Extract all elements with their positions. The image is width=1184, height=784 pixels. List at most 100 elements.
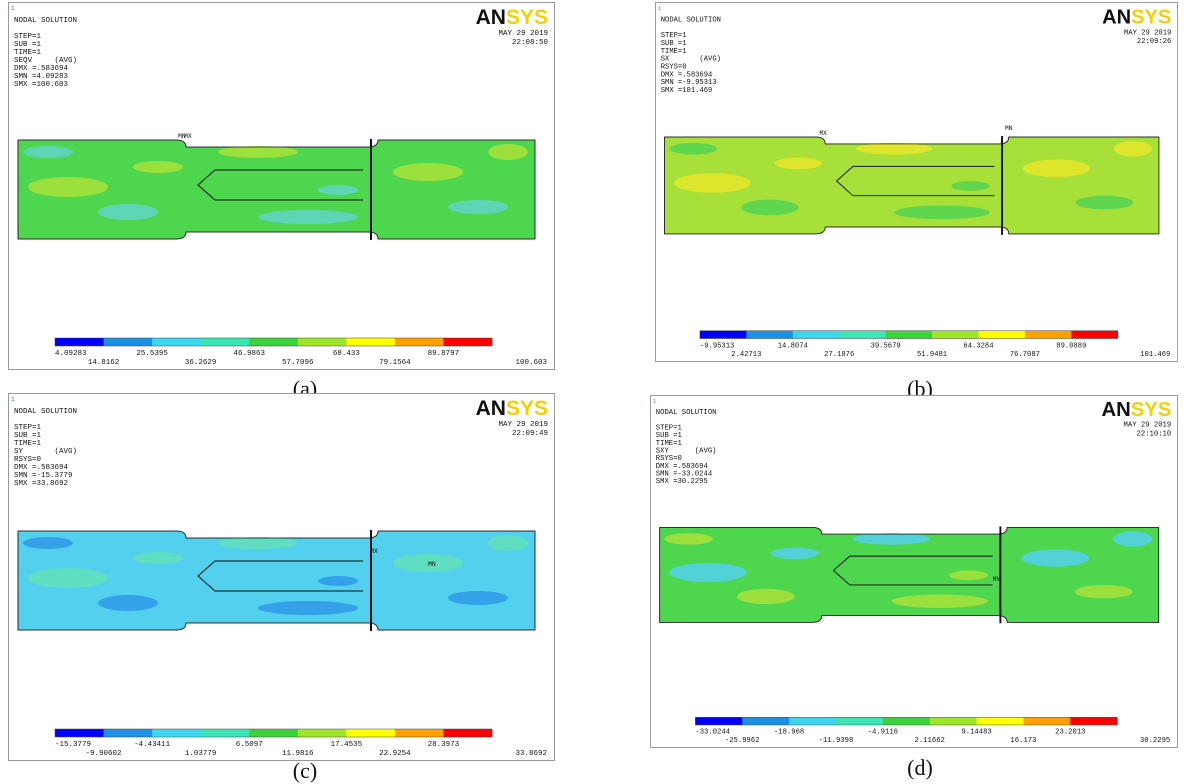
contour-patch [258, 210, 358, 224]
caption: (c) [293, 758, 317, 783]
contour-patch [258, 601, 358, 615]
contour-patch [133, 161, 183, 173]
legend-label: 6.5097 [236, 741, 263, 749]
legend-label: -25.9962 [725, 737, 760, 745]
legend-label: 39.5679 [871, 342, 901, 350]
legend-label: 4.09283 [55, 350, 87, 358]
notch [197, 560, 363, 592]
legend-label: 79.1564 [379, 359, 411, 367]
legend-label: 9.14483 [961, 729, 991, 737]
legend-label: 30.2295 [1140, 737, 1170, 745]
header-line: NODAL SOLUTION [14, 408, 77, 416]
legend-frame [54, 728, 493, 738]
legend-label: 25.5395 [136, 350, 168, 358]
legend-band [789, 717, 837, 725]
ansys-logo: ANSYS [1102, 6, 1171, 28]
legend-label: -9.95313 [700, 342, 734, 350]
logo-part: SYS [1131, 6, 1171, 28]
header-line: RSYS=0 [14, 456, 42, 464]
legend-band [394, 729, 444, 737]
logo-part: AN [476, 6, 506, 29]
contour-patch [318, 576, 358, 586]
legend-label: -33.0244 [695, 729, 730, 737]
contour-patch [774, 157, 823, 170]
legend-band [249, 338, 299, 346]
header-line: SXY (AVG) [656, 448, 717, 456]
legend-band [1024, 330, 1072, 339]
corner-number: 1 [653, 398, 657, 405]
contour-patch [393, 163, 463, 181]
contour-patch [318, 185, 358, 195]
legend-band [1070, 717, 1118, 725]
legend-label: 22.9254 [379, 750, 411, 758]
logo-part: SYS [1131, 399, 1172, 421]
legend-band [103, 729, 153, 737]
notch [832, 555, 993, 586]
contour-patch [98, 595, 158, 611]
legend-band [835, 717, 884, 725]
legend-band [103, 338, 153, 346]
extreme-marker: MX [370, 548, 378, 555]
legend-label: 11.9816 [282, 750, 314, 758]
contour-patch [393, 554, 463, 572]
contour-patch [98, 204, 158, 220]
contour-patch [1074, 584, 1133, 599]
header-line: SY (AVG) [14, 448, 77, 456]
legend-frame [54, 337, 493, 347]
contour-patch [23, 146, 73, 158]
contour-patch [1075, 195, 1134, 210]
legend-band [55, 338, 104, 346]
contour-patch [1113, 140, 1153, 157]
contour-patch [852, 533, 930, 545]
header-line: SX (AVG) [661, 56, 721, 64]
header-line: RSYS=0 [656, 455, 682, 463]
extreme-marker: MN [1005, 125, 1013, 132]
legend-band [346, 338, 396, 346]
legend-label: 36.2629 [185, 359, 217, 367]
specimen-edge [659, 526, 1160, 623]
legend-label: 2.42713 [731, 351, 761, 359]
notch [197, 169, 363, 201]
legend-label: 27.1876 [824, 351, 854, 359]
date: MAY 29 2019 [498, 30, 548, 38]
header-line: STEP=1 [14, 33, 42, 41]
header-line: SMN =-15.3779 [14, 472, 73, 480]
contour-patch [448, 591, 508, 605]
date: MAY 29 2019 [1124, 422, 1172, 430]
contour-patch [28, 177, 108, 197]
legend-band [746, 330, 794, 339]
header-line: STEP=1 [14, 424, 42, 432]
extreme-marker: MN [428, 561, 436, 568]
ansys-logo: ANSYS [476, 6, 548, 29]
header-line: SMN =-9.95313 [661, 79, 717, 87]
legend-label: 46.9863 [233, 350, 265, 358]
header-line: TIME=1 [661, 48, 687, 56]
header-line: SEQV (AVG) [14, 57, 77, 65]
legend-label: -11.9398 [819, 737, 854, 745]
legend-band [699, 330, 747, 339]
extreme-marker: MN [993, 576, 1001, 583]
legend-label: -15.3779 [55, 741, 91, 749]
legend-label: -4.9116 [868, 729, 898, 737]
legend-band [200, 729, 250, 737]
legend-band [839, 330, 886, 339]
header-line: SUB =1 [661, 40, 687, 48]
header-line: RSYS=0 [661, 63, 687, 71]
contour-patch [448, 200, 508, 214]
header-line: STEP=1 [656, 425, 682, 433]
corner-number: 1 [658, 5, 662, 12]
header-line: DMX =.583694 [661, 71, 713, 79]
legend-band [885, 330, 933, 339]
legend-band [200, 338, 250, 346]
contour-patch [894, 205, 990, 220]
legend-label: 76.7087 [1010, 351, 1040, 359]
logo-part: AN [476, 397, 506, 420]
contour-patch [1021, 549, 1090, 567]
contour-patch [218, 537, 298, 549]
header-line: SUB =1 [14, 432, 42, 440]
legend-label: 100.603 [515, 359, 547, 367]
specimen-edge [17, 530, 536, 631]
